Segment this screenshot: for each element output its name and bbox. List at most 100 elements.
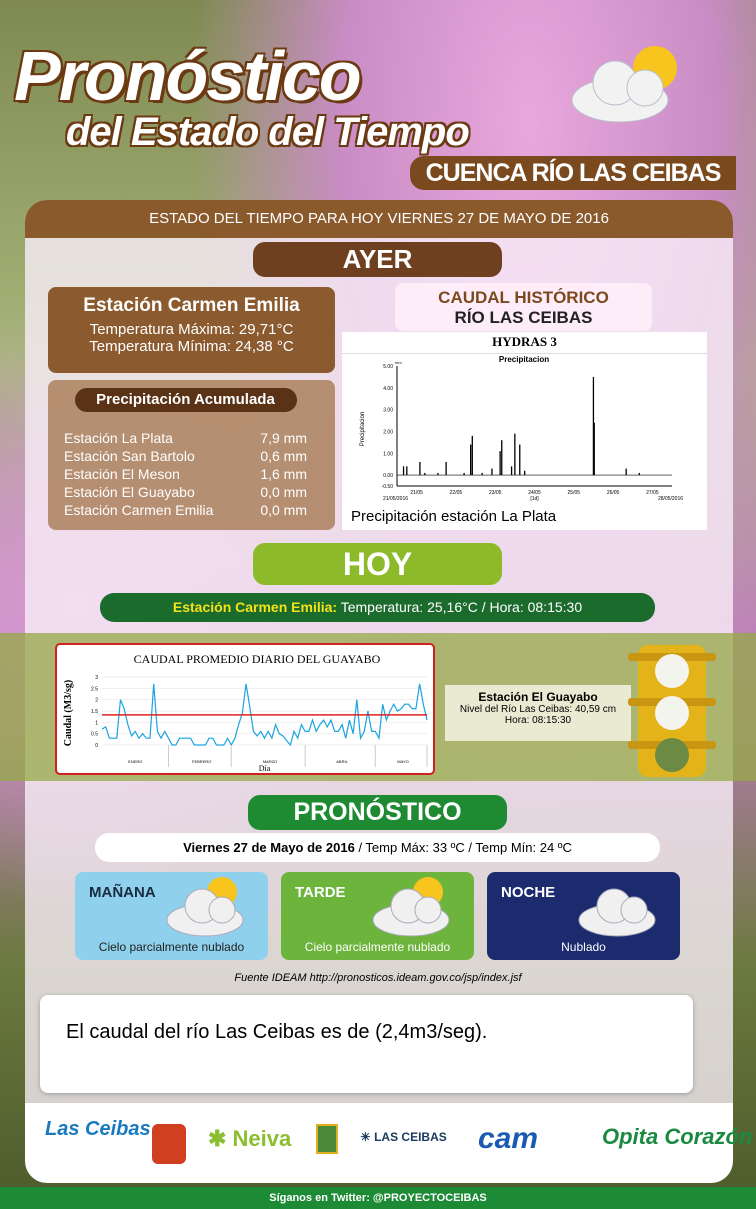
y-axis-label: Caudal (M3/sg) — [63, 680, 74, 746]
precip-station: Estación El Meson — [64, 466, 180, 482]
chart-title: CAUDAL PROMEDIO DIARIO DEL GUAYABO — [134, 652, 381, 666]
forecast-mañana: MAÑANA Cielo parcialmente nublado — [75, 872, 268, 960]
precip-value: 0,0 mm — [260, 484, 307, 500]
chart-title: Precipitacion — [499, 355, 549, 364]
x-axis-label: [1d] — [530, 496, 539, 502]
month-label: MAYO — [397, 759, 408, 764]
logo-municipio — [316, 1124, 338, 1154]
guayabo-name: Estación El Guayabo — [478, 690, 598, 704]
station-name: Estación Carmen Emilia — [83, 295, 300, 316]
precip-station: Estación La Plata — [64, 430, 173, 446]
precip-row: Estación El Meson 1,6 mm — [64, 465, 307, 483]
month-label: MARZO — [263, 759, 277, 764]
x-tick-label: 23/05 — [489, 490, 502, 496]
precip-row: Estación El Guayabo 0,0 mm — [64, 483, 307, 501]
pronostico-heading: PRONÓSTICO — [248, 795, 507, 830]
partly-cloudy-icon — [166, 877, 244, 937]
y-tick-label: 0 — [95, 743, 98, 749]
precip-station: Estación El Guayabo — [64, 484, 195, 500]
cloudy-icon — [578, 888, 656, 937]
min-temp: Temperatura Mínima: 24,38 °C — [89, 338, 294, 355]
guayabo-chart-panel: CAUDAL PROMEDIO DIARIO DEL GUAYABO 3 2.5 2 1… — [55, 643, 435, 775]
precip-value: 7,9 mm — [260, 430, 307, 446]
y-tick-label: 4.00 — [383, 386, 393, 392]
historic-header: CAUDAL HISTÓRICO RÍO LAS CEIBAS — [395, 283, 652, 331]
month-label: ABRIL — [336, 759, 348, 764]
x-tick-label: 27/05 — [646, 490, 659, 496]
period-desc: Cielo parcialmente nublado — [304, 940, 451, 954]
period-desc: Nublado — [561, 940, 606, 954]
x-tick-label: 25/05 — [568, 490, 581, 496]
y-tick-label: 3 — [95, 675, 98, 681]
period-desc: Cielo parcialmente nublado — [98, 940, 245, 954]
month-label: ENERO — [128, 759, 142, 764]
period-name: NOCHE — [501, 884, 556, 901]
x-start-label: 21/05/2016 — [383, 496, 408, 502]
precip-value: 0,6 mm — [260, 448, 307, 464]
y-tick-label: -0.50 — [382, 484, 394, 490]
y-axis-label: Precipitacion — [360, 412, 366, 446]
precip-title: Precipitación Acumulada — [74, 388, 297, 412]
forecast-noche: NOCHE Nublado — [487, 872, 680, 960]
logo-gobernacion — [152, 1124, 186, 1164]
chart-header: HYDRAS 3 — [342, 334, 707, 354]
logos-band — [25, 1103, 733, 1183]
y-tick-label: 2.00 — [383, 429, 393, 435]
precip-station: Estación Carmen Emilia — [64, 502, 214, 518]
logo-ceibas-epn: ☀ LAS CEIBAS — [360, 1130, 447, 1144]
y-tick-label: 5.00 — [383, 364, 393, 370]
historic-subtitle: RÍO LAS CEIBAS — [454, 308, 593, 327]
precip-row: Estación La Plata 7,9 mm — [64, 429, 307, 447]
precip-value: 0,0 mm — [260, 502, 307, 518]
precip-station: Estación San Bartolo — [64, 448, 195, 464]
partly-cloudy-icon — [372, 877, 450, 937]
precip-card: Precipitación Acumulada Estación La Plat… — [48, 380, 335, 530]
x-tick-label: 24/05 — [528, 490, 541, 496]
today-station: Estación Carmen Emilia: — [172, 599, 338, 615]
month-label: FEBRERO — [192, 759, 211, 764]
y-tick-label: 0.00 — [383, 473, 393, 479]
precip-chart: Precipitacion 5.00 4.00 3.00 2.00 1.00 0.00 -0.… — [360, 355, 683, 502]
twitter-footer[interactable]: Síganos en Twitter: @PROYECTOCEIBAS — [0, 1187, 756, 1209]
poster-title: Pronóstico — [14, 37, 362, 115]
forecast-tarde: TARDE Cielo parcialmente nublado — [281, 872, 474, 960]
source-note: Fuente IDEAM http://pronosticos.ideam.go… — [234, 972, 522, 984]
y-tick-label: 3.00 — [383, 408, 393, 414]
precip-value: 1,6 mm — [260, 466, 307, 482]
y-unit: mm — [395, 360, 402, 365]
y-tick-label: 0.5 — [91, 732, 98, 738]
poster-subtitle: del Estado del Tiempo — [66, 110, 470, 154]
max-temp: Temperatura Máxima: 29,71°C — [89, 321, 294, 338]
x-tick-label: 22/05 — [450, 490, 463, 496]
historic-title: CAUDAL HISTÓRICO — [438, 288, 609, 307]
precip-row: Estación San Bartolo 0,6 mm — [64, 447, 307, 465]
reading-time: Hora: 08:15:30 — [504, 715, 572, 726]
y-tick-label: 2.5 — [91, 686, 98, 692]
precip-chart-panel: HYDRAS 3 Precipitacion 5.00 4.00 3.00 2.00 1.… — [342, 332, 707, 530]
x-axis-label: Día — [259, 764, 271, 773]
today-temp: Temperatura: 25,16°C / Hora: 08:15:30 — [340, 599, 583, 615]
logo-las-ceibas: Las Ceibas — [45, 1118, 151, 1140]
partly-cloudy-icon — [571, 46, 677, 123]
ayer-heading: AYER — [253, 242, 502, 277]
today-reading: Estación Carmen Emilia: Temperatura: 25,… — [100, 593, 655, 622]
logo-opita: Opita Corazón — [602, 1124, 753, 1149]
period-name: MAÑANA — [89, 884, 156, 901]
x-end-label: 28/05/2016 — [658, 496, 683, 502]
y-tick-label: 2 — [95, 698, 98, 704]
flow-note: El caudal del río Las Ceibas es de (2,4m… — [40, 995, 693, 1093]
region-banner: CUENCA RÍO LAS CEIBAS — [410, 156, 736, 190]
traffic-light-icon — [628, 645, 716, 777]
y-tick-label: 1.00 — [383, 451, 393, 457]
y-tick-label: 1 — [95, 720, 98, 726]
carmen-emilia-yesterday: Estación Carmen Emilia Temperatura Máxim… — [48, 287, 335, 373]
guayabo-chart: CAUDAL PROMEDIO DIARIO DEL GUAYABO 3 2.5 2 1… — [63, 652, 428, 773]
logo-cam: cam — [478, 1122, 539, 1155]
logo-neiva: ✱ Neiva — [208, 1126, 292, 1151]
forecast-date: Viernes 27 de Mayo de 2016 — [183, 840, 355, 855]
hoy-heading: HOY — [253, 543, 502, 585]
forecast-temps: / Temp Máx: 33 ºC / Temp Mín: 24 ºC — [358, 840, 572, 855]
y-tick-label: 1.5 — [91, 709, 98, 715]
chart-caption: Precipitación estación La Plata — [351, 508, 557, 525]
guayabo-info: Estación El Guayabo Nivel del Río Las Ce… — [445, 685, 631, 741]
